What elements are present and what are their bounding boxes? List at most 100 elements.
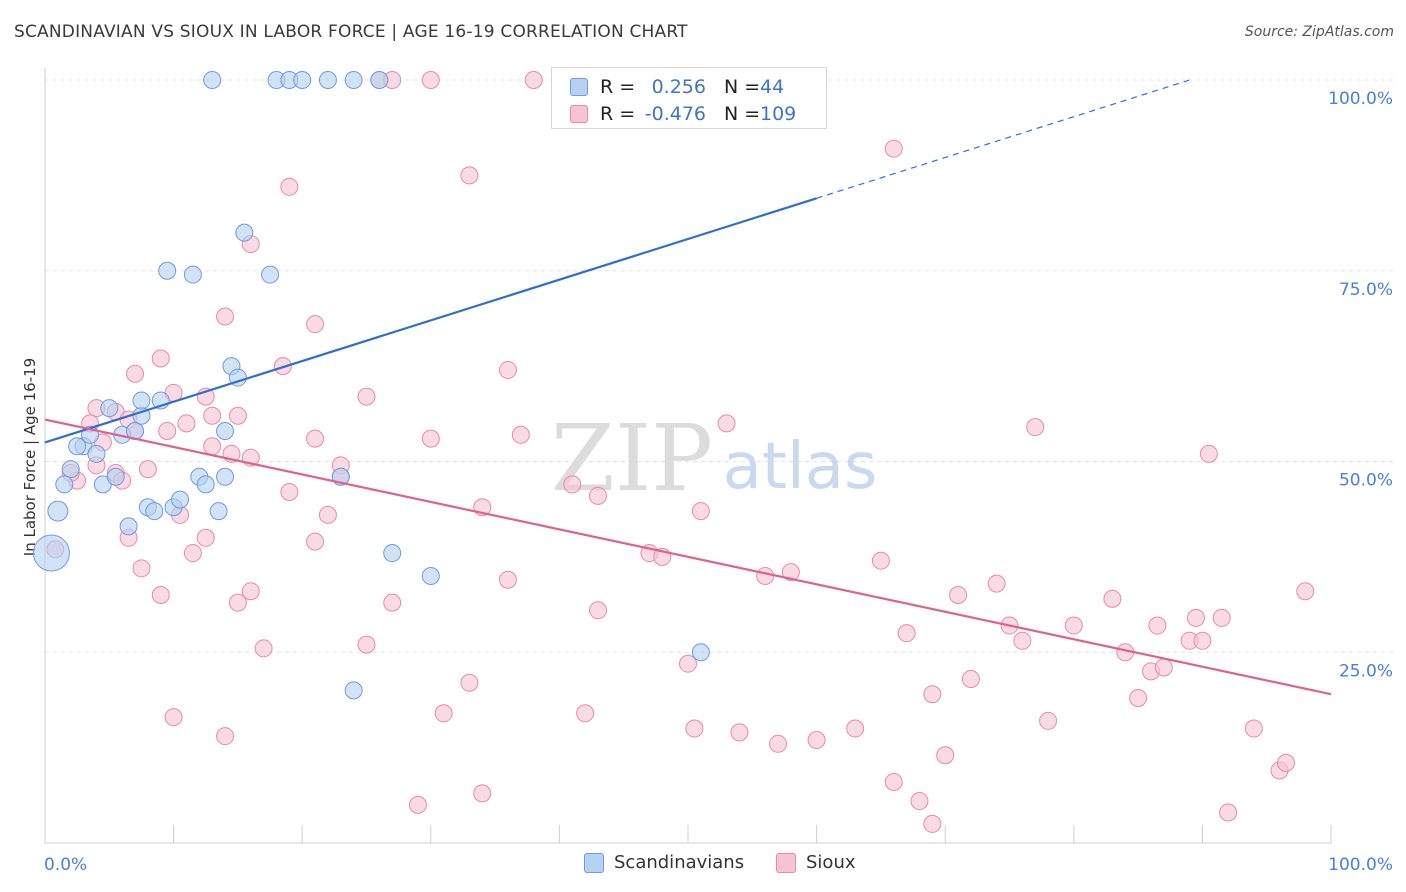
sioux-point [473, 784, 492, 803]
scandinavian-trend-line [44, 197, 817, 444]
sioux-point [434, 704, 453, 723]
scandinavian-point [183, 265, 202, 284]
sioux-point [151, 349, 170, 368]
sioux-point [871, 551, 890, 570]
sioux-point [498, 570, 517, 589]
sioux-point [183, 544, 202, 563]
sioux-point [961, 669, 980, 688]
scandinavian-point [171, 490, 190, 509]
sioux-point [910, 792, 929, 811]
sioux-point [164, 708, 183, 727]
sioux-point [576, 704, 595, 723]
sioux-point [1193, 631, 1212, 650]
scandinavian-point [235, 223, 254, 242]
y-tick-label: 100.0% [1328, 89, 1393, 109]
y-tick-label: 50.0% [1339, 471, 1393, 491]
source-label: Source: ZipAtlas.com [1244, 24, 1394, 40]
stats-row-scandinavians: R = 0.256 N = 44 [570, 75, 784, 99]
scandinavian-point [383, 544, 402, 563]
scandinavian-point [318, 71, 337, 89]
scandinavian-point [145, 502, 164, 521]
scandinavian-point [158, 261, 177, 280]
sioux-point [685, 719, 704, 738]
sioux-point [691, 502, 710, 521]
watermark-atlas: atlas [723, 430, 878, 504]
r-value-sioux: -0.476 [644, 103, 706, 125]
scandinavian-trend-extension [816, 79, 1190, 199]
sioux-point [460, 673, 479, 692]
scandinavian-point [344, 71, 363, 89]
scandinavian-point [87, 444, 106, 463]
sioux-point [280, 483, 299, 502]
sioux-point [216, 307, 235, 326]
sioux-point [897, 624, 916, 643]
legend: Scandinavians Sioux [0, 852, 1406, 878]
scandinavian-point [55, 475, 74, 494]
sioux-point [241, 582, 260, 601]
sioux-point [807, 730, 826, 749]
x-tick-label-max: 100.0% [1328, 855, 1393, 875]
sioux-point [318, 505, 337, 524]
scandinavian-point [209, 502, 228, 521]
n-label: N = [724, 103, 761, 125]
sioux-point [383, 593, 402, 612]
sioux-point [151, 586, 170, 605]
sioux-point [228, 593, 247, 612]
sioux-point [936, 746, 955, 765]
sioux-point [132, 559, 151, 578]
scandinavian-point [203, 71, 222, 89]
sioux-points [46, 71, 1315, 833]
sioux-point [408, 795, 427, 814]
sioux-point [679, 654, 697, 673]
stats-row-sioux: R = -0.476 N = 109 [570, 102, 796, 126]
sioux-point [756, 566, 775, 585]
legend-swatch-scandinavians [584, 852, 604, 873]
y-tick-label: 25.0% [1339, 661, 1393, 681]
chart-title: SCANDINAVIAN VS SIOUX IN LABOR FORCE | A… [14, 22, 688, 42]
sioux-point [306, 429, 325, 448]
sioux-point [1154, 658, 1173, 677]
scandinavian-point [216, 421, 235, 440]
sioux-point [588, 601, 607, 620]
scandinavian-point [68, 437, 87, 456]
sioux-point [158, 421, 177, 440]
sioux-point [254, 639, 273, 658]
sioux-point [1039, 711, 1058, 730]
sioux-point [730, 723, 749, 742]
stats-box: R = 0.256 N = 44 R = -0.476 N = 109 [551, 67, 827, 129]
legend-swatch-sioux [776, 852, 796, 873]
x-tick-label-min: 0.0% [44, 855, 87, 875]
sioux-point [1199, 444, 1218, 463]
legend-item-sioux[interactable]: Sioux [776, 852, 856, 873]
scandinavian-point [100, 399, 119, 418]
r-label: R = [600, 103, 636, 125]
sioux-point [949, 586, 968, 605]
scandinavian-point [61, 460, 80, 479]
scandinavian-point [344, 681, 363, 700]
n-value-sioux: 109 [760, 103, 797, 125]
sioux-point [1296, 582, 1315, 601]
n-label: N = [724, 76, 761, 98]
scandinavian-point [47, 500, 69, 522]
sioux-trend-line [44, 418, 1332, 696]
sioux-point [588, 486, 607, 505]
y-tick-label: 75.0% [1339, 280, 1393, 300]
sioux-point [203, 406, 222, 425]
sioux-swatch [570, 105, 588, 123]
scandinavian-points [32, 71, 710, 700]
legend-item-scandinavians[interactable]: Scandinavians [584, 852, 744, 873]
grid-lines [45, 79, 1393, 653]
sioux-point [846, 719, 865, 738]
scandinavians-swatch [570, 78, 588, 96]
sioux-point [421, 429, 440, 448]
sioux-point [138, 460, 157, 479]
sioux-point [1103, 589, 1122, 608]
sioux-point [884, 139, 903, 158]
scandinavian-point [261, 265, 280, 284]
sioux-point [1219, 803, 1238, 822]
r-label: R = [600, 76, 636, 98]
scandinavian-point [216, 467, 235, 486]
n-value-scandinavians: 44 [760, 76, 785, 98]
scandinavian-point [106, 467, 125, 486]
